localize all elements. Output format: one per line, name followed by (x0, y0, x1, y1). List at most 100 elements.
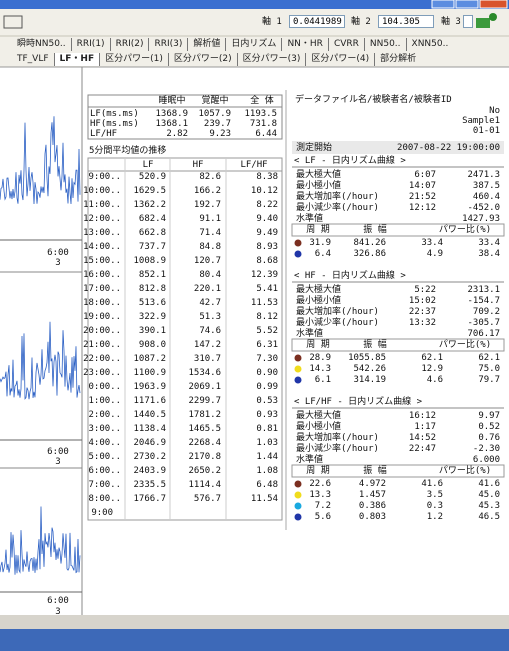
tab[interactable]: RRI(2) (109, 38, 149, 51)
component-value: 79.7 (478, 375, 500, 385)
stat-time: 5:22 (414, 285, 436, 295)
cell-value: 908.0 (138, 340, 166, 350)
cell-value: 1193.5 (244, 109, 277, 119)
cell-value: 1963.9 (133, 382, 166, 392)
cell-value: 0.90 (256, 368, 278, 378)
tab[interactable]: RRI(3) (148, 38, 187, 51)
row-label: 9:00 (91, 508, 113, 518)
cell-value: 1368.9 (155, 109, 188, 119)
cell-value: 2069.1 (188, 382, 221, 392)
component-dot (294, 250, 302, 258)
cell-value: 11.54 (250, 494, 278, 504)
column-header: パワー比(%) (438, 466, 492, 476)
title-bar (0, 0, 509, 9)
column-header: 振 幅 (363, 225, 387, 235)
component-value: 12.9 (421, 364, 443, 374)
row-label: 23:00.. (83, 368, 121, 378)
cell-value: 1534.6 (188, 368, 221, 378)
cell-value: 11.53 (250, 298, 278, 308)
cell-value: 1057.9 (198, 109, 231, 119)
component-value: 38.4 (478, 249, 500, 259)
component-value: 14.3 (309, 364, 331, 374)
tab[interactable]: 日内リズム (225, 38, 281, 51)
tab[interactable]: RRI(1) (70, 38, 110, 51)
cell-value: 1629.5 (133, 186, 166, 196)
close-button[interactable] (479, 0, 508, 9)
component-value: 45.3 (478, 501, 500, 511)
component-value: 62.1 (421, 353, 443, 363)
column-header: 振 幅 (363, 466, 387, 476)
stat-time: 22:47 (408, 444, 436, 454)
cell-value: 9.49 (256, 228, 278, 238)
axis-label: 軸 2 (351, 17, 371, 27)
axis-input[interactable]: 104.305 (378, 15, 434, 28)
tab[interactable]: LF・HF (53, 53, 100, 66)
cell-value: 662.8 (138, 228, 166, 238)
minimize-button[interactable] (431, 0, 455, 9)
component-dot (294, 365, 302, 373)
cell-value: 0.93 (256, 410, 278, 420)
component-value: 4.972 (358, 479, 386, 489)
column-header: パワー比(%) (438, 340, 492, 350)
stat-label: 最大極大値 (296, 170, 342, 180)
cell-value: 1362.2 (133, 200, 166, 210)
column-header: 周 期 (306, 225, 330, 235)
cell-value: 84.8 (199, 242, 221, 252)
axis-input[interactable] (463, 15, 473, 28)
row-label: 18:00.. (83, 298, 121, 308)
level-label: 水準値 (296, 329, 324, 339)
info-line: No (489, 106, 500, 116)
cell-value: 1087.2 (133, 354, 166, 364)
tab[interactable]: CVRR (327, 38, 364, 51)
row-label: 11:00.. (83, 200, 121, 210)
grid-icon[interactable] (476, 18, 490, 28)
component-value: 4.6 (426, 375, 443, 385)
tab[interactable]: TF_VLF (17, 54, 49, 64)
row-label: 16:00.. (83, 270, 121, 280)
tab[interactable]: 区分パワー(1) (99, 53, 168, 66)
stat-time: 13:32 (408, 318, 436, 328)
component-value: 0.803 (358, 512, 386, 522)
stat-value: -452.0 (467, 203, 500, 213)
row-label: LF/HF (90, 129, 118, 139)
tool-icon[interactable] (3, 15, 23, 29)
row-label: 14:00.. (83, 242, 121, 252)
cell-value: 682.4 (138, 214, 166, 224)
component-value: 0.3 (426, 501, 443, 511)
tab[interactable]: 区分パワー(4) (305, 53, 374, 66)
maximize-button[interactable] (455, 0, 479, 9)
component-value: 33.4 (478, 238, 500, 248)
cell-value: 576.7 (193, 494, 221, 504)
cell-value: 82.6 (199, 172, 221, 182)
row-label: 10:00.. (83, 186, 121, 196)
tab[interactable]: 区分パワー(3) (236, 53, 306, 66)
tab[interactable]: NN・HR (281, 38, 328, 51)
cell-value: 192.7 (193, 200, 221, 210)
stat-label: 最小減少率(/hour) (296, 444, 379, 454)
tab[interactable]: NN50.. (363, 38, 406, 51)
tab[interactable]: 瞬時NN50.. (17, 39, 66, 49)
stat-label: 最大増加率(/hour) (296, 307, 379, 317)
component-value: 0.386 (358, 501, 386, 511)
x-tick-label: 6:00 (47, 596, 69, 606)
cell-value: 310.7 (193, 354, 221, 364)
cell-value: 9.40 (256, 214, 278, 224)
x-tick-label: 6:00 (47, 447, 69, 457)
tab[interactable]: 部分解析 (374, 53, 421, 66)
stat-label: 最大増加率(/hour) (296, 433, 379, 443)
row-label: 6:00.. (88, 466, 121, 476)
cell-value: 147.2 (193, 340, 221, 350)
stat-time: 14:07 (408, 181, 436, 191)
tab[interactable]: 区分パワー(2) (167, 53, 237, 66)
component-value: 75.0 (478, 364, 500, 374)
cell-value: 2268.4 (188, 438, 221, 448)
tab[interactable]: XNN50.. (405, 38, 454, 51)
cell-value: 2299.7 (188, 396, 221, 406)
cell-value: 1.03 (256, 438, 278, 448)
column-header: 振 幅 (363, 340, 387, 350)
tab[interactable]: 解析値 (187, 38, 225, 51)
column-header: LF (142, 160, 154, 170)
cell-value: 8.12 (256, 312, 278, 322)
axis-input[interactable]: 0.0441989 (289, 15, 345, 28)
stat-label: 最小極小値 (296, 422, 342, 432)
